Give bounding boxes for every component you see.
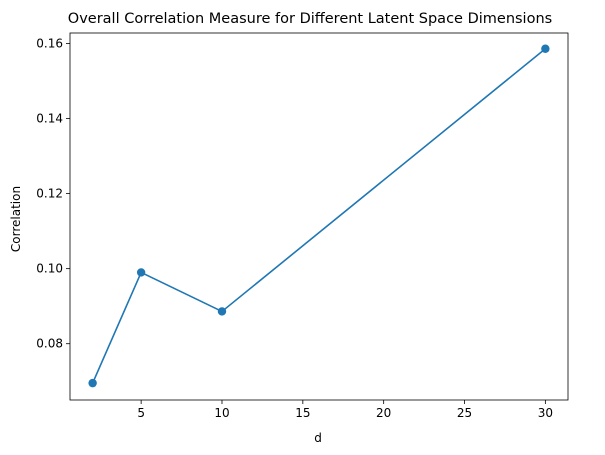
series-group — [88, 44, 550, 388]
axes-frame — [69, 32, 569, 401]
y-tick-label: 0.16 — [36, 37, 63, 51]
data-point — [136, 268, 146, 277]
x-tick-label: 15 — [295, 406, 310, 420]
data-point — [541, 44, 550, 53]
y-axis: 0.08 0.10 0.12 0.14 0.16 — [36, 37, 70, 351]
data-point — [217, 307, 227, 316]
y-tick-label: 0.14 — [36, 112, 63, 126]
y-tick-label: 0.08 — [36, 337, 63, 351]
x-tick-label: 5 — [137, 406, 145, 420]
x-tick-label: 20 — [376, 406, 391, 420]
y-tick-label: 0.10 — [36, 262, 63, 276]
data-point — [88, 378, 97, 388]
x-tick-label: 25 — [457, 406, 472, 420]
plot-area: 5 10 15 20 25 30 0.08 0.10 0.12 0.14 0.16 — [36, 32, 569, 420]
x-tick-label: 10 — [214, 406, 229, 420]
y-axis-label: Correlation — [9, 186, 23, 252]
y-tick-label: 0.12 — [36, 187, 63, 201]
series-line — [91, 48, 546, 384]
x-axis-label: d — [314, 431, 322, 445]
chart-title: Overall Correlation Measure for Differen… — [68, 11, 552, 27]
x-axis: 5 10 15 20 25 30 — [137, 400, 553, 420]
x-tick-label: 30 — [538, 406, 553, 420]
